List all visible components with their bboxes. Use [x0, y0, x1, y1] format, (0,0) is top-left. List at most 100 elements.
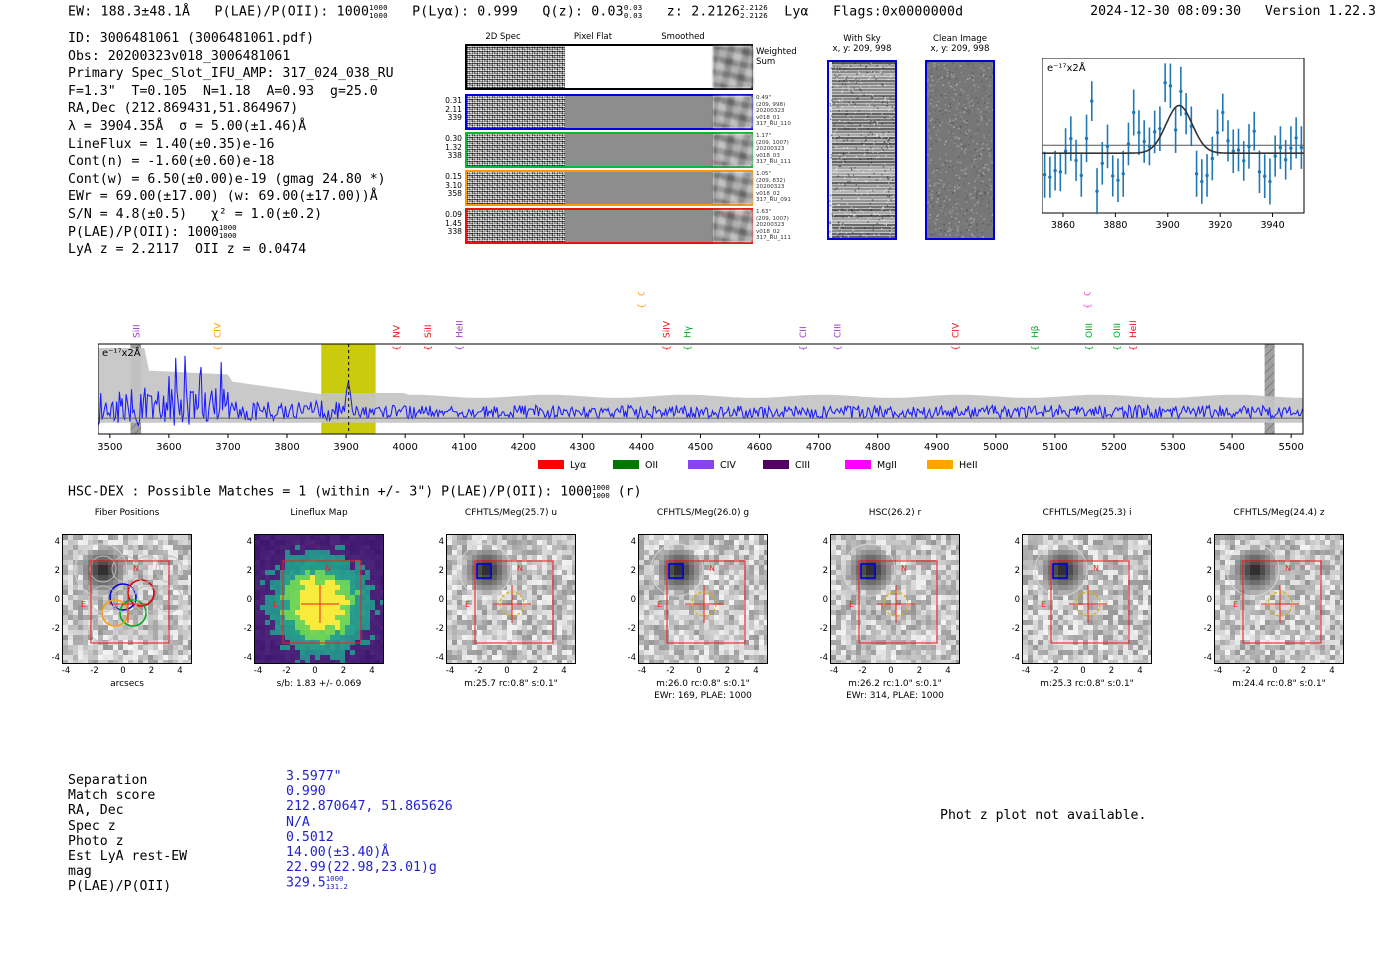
spec2d-row-1-left-2: 338: [447, 151, 463, 161]
cutout-0-title-wrap: Fiber Positions: [47, 508, 207, 519]
cutout-1-ytick-1: 2: [246, 566, 252, 576]
cutout-0-xtick-0: -4: [61, 666, 71, 676]
legend-label-4: MgII: [877, 460, 897, 471]
spec2d-row-0-left-0: 0.31: [445, 96, 462, 105]
spectrum-xtick-11: 4600: [747, 442, 772, 453]
cutout-3-xtick-4: 4: [753, 666, 759, 676]
cutout-2-xtick-4: 4: [561, 666, 567, 676]
spec2d-row-3-left-2: 338: [447, 227, 463, 237]
cutout-6-compass-n: N: [1285, 564, 1291, 573]
match-row-3-value-wrap: N/A: [286, 815, 310, 830]
info-line-12: LyA z = 2.2117 OII z = 0.0474: [68, 242, 307, 258]
spectrum-xtick-1: 3600: [156, 442, 181, 453]
spec2d-row-3-info: 1.63" (209, 1007) 20200323 v018_02 317_RU_11…: [756, 209, 820, 242]
spectrum-xtick-17: 5200: [1101, 442, 1126, 453]
aperture-circle: [1075, 591, 1101, 617]
cutout-4-xtick-2: 0: [888, 666, 894, 676]
weighted-sum-word-1: Sum: [756, 56, 776, 67]
spectrum-line-bracket-9: {: [834, 345, 844, 351]
cutout-1-title-wrap: Lineflux Map: [239, 508, 399, 519]
spec2d-row-0-left-1: 2.11: [445, 104, 462, 114]
spectrum-xtick-8: 4300: [570, 442, 595, 453]
cutout-4-compass-e: E: [849, 600, 854, 609]
spec2d-row-3: [465, 208, 753, 244]
cutout-6-ytick-2: 0: [1206, 595, 1212, 605]
spectrum-xtick-3: 3800: [274, 442, 299, 453]
cutout-0-title: Fiber Positions: [94, 508, 160, 518]
cutout-6-xtick-1: -2: [1242, 666, 1251, 676]
info-line-4: RA,Dec (212.869431,51.864967): [68, 101, 299, 117]
cutout-6-title: CFHTLS/Meg(24.4) z: [1233, 508, 1325, 518]
catalog-marker-box: [476, 563, 492, 579]
spec2d-row-2-info-0: 1.05": [756, 171, 772, 177]
spec2d-row-1-info: 1.17" (209, 1007) 20200323 v018_03 317_RU_11…: [756, 133, 820, 166]
spec2d-row-0-pixelflat: [565, 96, 713, 128]
cutout-6-yaxis: 4 2 0 -2 -4: [1194, 534, 1212, 664]
cutout-2-ytick-1: 2: [438, 566, 444, 576]
spectrum-line-label-2: NV: [392, 324, 402, 338]
cutout-0-ytick-4: -4: [51, 653, 60, 663]
cutout-3-xtick-1: -2: [666, 666, 675, 676]
cutout-1-xtick-0: -4: [253, 666, 263, 676]
cutout-6-xtick-3: 2: [1300, 666, 1307, 676]
sky-panel-1-coords: x, y: 209, 998: [930, 44, 990, 54]
match-row-6-value-wrap: 22.99(22.98,23.01)g: [286, 860, 437, 875]
spec2d-row-0-info-0: 0.49": [756, 95, 772, 101]
header-plae-bounds: 1000 1000: [369, 3, 388, 20]
spec2d-row-1-info-4: 317_RU_111: [756, 159, 791, 166]
info-line-0: ID: 3006481061 (3006481061.pdf): [68, 31, 315, 46]
match-row-7-key: P(LAE)/P(OII): [68, 879, 172, 895]
spectrum-line-bracket-3: {: [424, 345, 434, 351]
hscdex-header: HSC-DEX : Possible Matches = 1 (within +…: [68, 484, 642, 500]
cutout-4-xaxis: -4 -2 0 2 4: [830, 666, 960, 678]
cutout-4-ytick-2: 0: [822, 595, 828, 605]
cutout-4-xtick-4: 4: [945, 666, 951, 676]
spec2d-row-1-2dspec: [467, 134, 565, 166]
cutout-5-ytick-3: -2: [1011, 624, 1020, 634]
cutout-1-compass-n: N: [325, 564, 331, 573]
spec2d-weighted-row: [465, 44, 753, 90]
cutout-1-caption-1: s/b: 1.83 +/- 0.069: [276, 679, 362, 689]
hscdex-plae-bounds: 1000 1000: [592, 483, 610, 500]
info-line-5: λ = 3904.35Å σ = 5.00(±1.46)Å: [68, 118, 307, 134]
spec2d-row-1: [465, 132, 753, 168]
spectrum-xtick-12: 4700: [806, 442, 831, 453]
sky-panel-0-image: [827, 60, 897, 240]
fiber-circle-2: [119, 599, 147, 627]
cutout-0-xaxis: -4 -2 0 2 4: [62, 666, 192, 678]
spec2d-row-3-smoothed: [713, 210, 753, 242]
spec2d-col-title-0: 2D Spec: [485, 32, 521, 42]
legend-label-1: OII: [645, 460, 658, 471]
cutout-4-xtick-1: -2: [858, 666, 867, 676]
cutout-1-xtick-4: 4: [369, 666, 375, 676]
spectrum-line-bracket-10: {: [951, 345, 961, 351]
header-ew: EW: 188.3±48.1Å: [68, 4, 191, 20]
sky-panel-1-image: [925, 60, 995, 240]
cutout-0-ytick-3: -2: [51, 624, 60, 634]
cutout-1-ytick-0: 4: [246, 537, 252, 547]
spectrum-xtick-16: 5100: [1042, 442, 1067, 453]
spec2d-row-0-info-1: (209, 998): [756, 101, 786, 108]
spec2d-row-0-info: 0.49" (209, 998) 20200323 v018_01 317_RU_110: [756, 95, 820, 128]
spec2d-row-3-info-0: 1.63": [756, 209, 772, 215]
spec2d-row-1-info-1: (209, 1007): [756, 139, 789, 146]
cutout-2-xtick-0: -4: [445, 666, 455, 676]
linefit-annotation: e⁻¹⁷x2Å: [1047, 61, 1086, 74]
cutout-2-xtick-1: -2: [474, 666, 483, 676]
cutout-1-xaxis: -4 -2 0 2 4: [254, 666, 384, 678]
cutout-3-ytick-3: -2: [627, 624, 636, 634]
cutout-3-xtick-0: -4: [637, 666, 647, 676]
spectrum-xtick-15: 5000: [983, 442, 1008, 453]
spec2d-row-3-2dspec: [467, 210, 565, 242]
spec2d-cell-smoothed: [713, 46, 753, 88]
linefit-chart: 38603880390039203940210123e⁻¹⁷x2Å: [1029, 57, 1364, 253]
spectrum-line-bracket-4: {: [456, 345, 466, 351]
cutout-0-ytick-1: 2: [54, 566, 60, 576]
